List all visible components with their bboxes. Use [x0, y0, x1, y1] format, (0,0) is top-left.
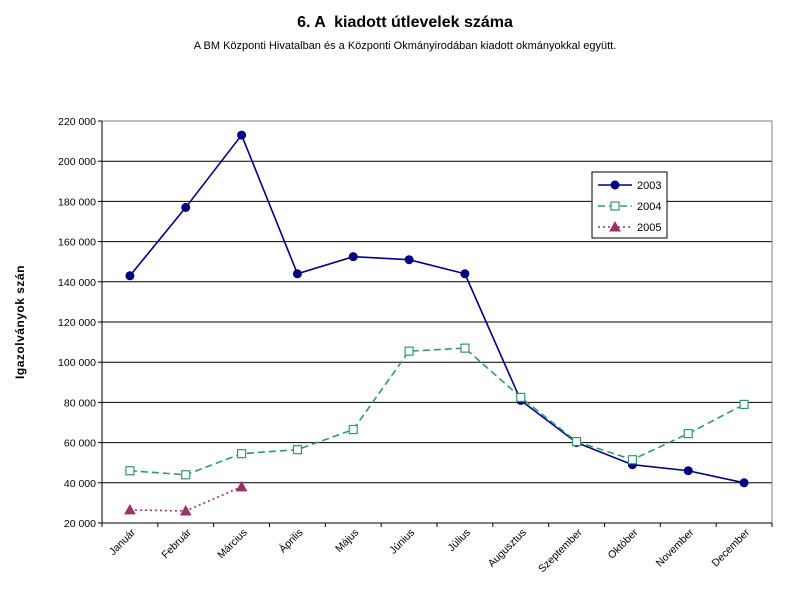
legend-marker: [610, 180, 620, 190]
legend-label: 2005: [637, 222, 661, 234]
data-point: [235, 480, 248, 492]
data-point: [739, 478, 749, 488]
x-tick-label: Január: [107, 526, 139, 558]
x-tick-label: Október: [606, 526, 641, 561]
data-point: [404, 346, 414, 356]
series-2005: [124, 480, 248, 516]
data-point: [739, 399, 749, 410]
y-tick-label: 120 000: [58, 317, 96, 329]
legend-marker: [609, 220, 621, 232]
legend-item: 2004: [598, 201, 661, 213]
data-point: [237, 130, 247, 140]
legend-marker: [610, 201, 620, 211]
x-tick-label: November: [654, 526, 697, 569]
data-point: [516, 392, 526, 402]
data-point: [460, 269, 470, 279]
data-point: [181, 470, 191, 480]
x-tick-label: Augusztus: [486, 527, 529, 570]
data-point: [125, 271, 135, 281]
x-tick-label: Szeptember: [536, 526, 585, 575]
y-tick-label: 20 000: [64, 518, 96, 530]
y-axis-label: Igazolványok szán: [13, 265, 27, 379]
x-tick-label: Február: [159, 526, 194, 561]
y-tick-label: 100 000: [58, 357, 96, 369]
series-line: [129, 347, 745, 476]
y-tick-label: 80 000: [64, 397, 96, 409]
chart-subtitle: A BM Központi Hivatalban és a Központi O…: [193, 40, 617, 52]
data-point: [683, 428, 693, 439]
y-tick-label: 200 000: [58, 156, 96, 168]
legend-item: 2003: [598, 180, 661, 192]
data-point: [683, 466, 693, 476]
y-tick-label: 140 000: [58, 277, 96, 289]
data-point: [571, 436, 582, 447]
data-point: [292, 269, 302, 279]
data-point: [404, 255, 414, 265]
data-point: [627, 455, 638, 465]
data-point: [236, 449, 247, 459]
gridlines: [102, 120, 772, 484]
data-point: [179, 504, 192, 516]
series: [124, 130, 749, 516]
series-2004: [125, 343, 749, 480]
y-tick-label: 180 000: [58, 196, 96, 208]
x-tick-label: Június: [387, 527, 417, 557]
legend-item: 2005: [598, 220, 661, 234]
x-tick-label: Április: [276, 526, 305, 555]
y-tick-label: 160 000: [58, 237, 96, 249]
y-tick-label: 220 000: [58, 116, 96, 128]
legend-label: 2004: [637, 201, 661, 213]
y-tick-label: 60 000: [64, 438, 96, 450]
x-tick-label: Július: [446, 527, 473, 554]
data-point: [181, 202, 191, 212]
data-point: [125, 466, 135, 476]
chart-title: 6. A kiadott útlevelek száma: [297, 14, 513, 31]
series-line: [129, 133, 745, 484]
x-tick-label: December: [709, 526, 752, 569]
data-point: [124, 503, 136, 515]
legend-label: 2003: [637, 180, 661, 192]
y-tick-label: 40 000: [64, 478, 96, 490]
legend: 2003 2004 2005: [591, 171, 668, 239]
x-tick-label: Március: [215, 527, 249, 561]
data-point: [292, 445, 303, 455]
data-point: [348, 424, 358, 435]
x-tick-label: Május: [333, 527, 361, 555]
data-point: [348, 252, 358, 262]
data-point: [460, 343, 470, 353]
